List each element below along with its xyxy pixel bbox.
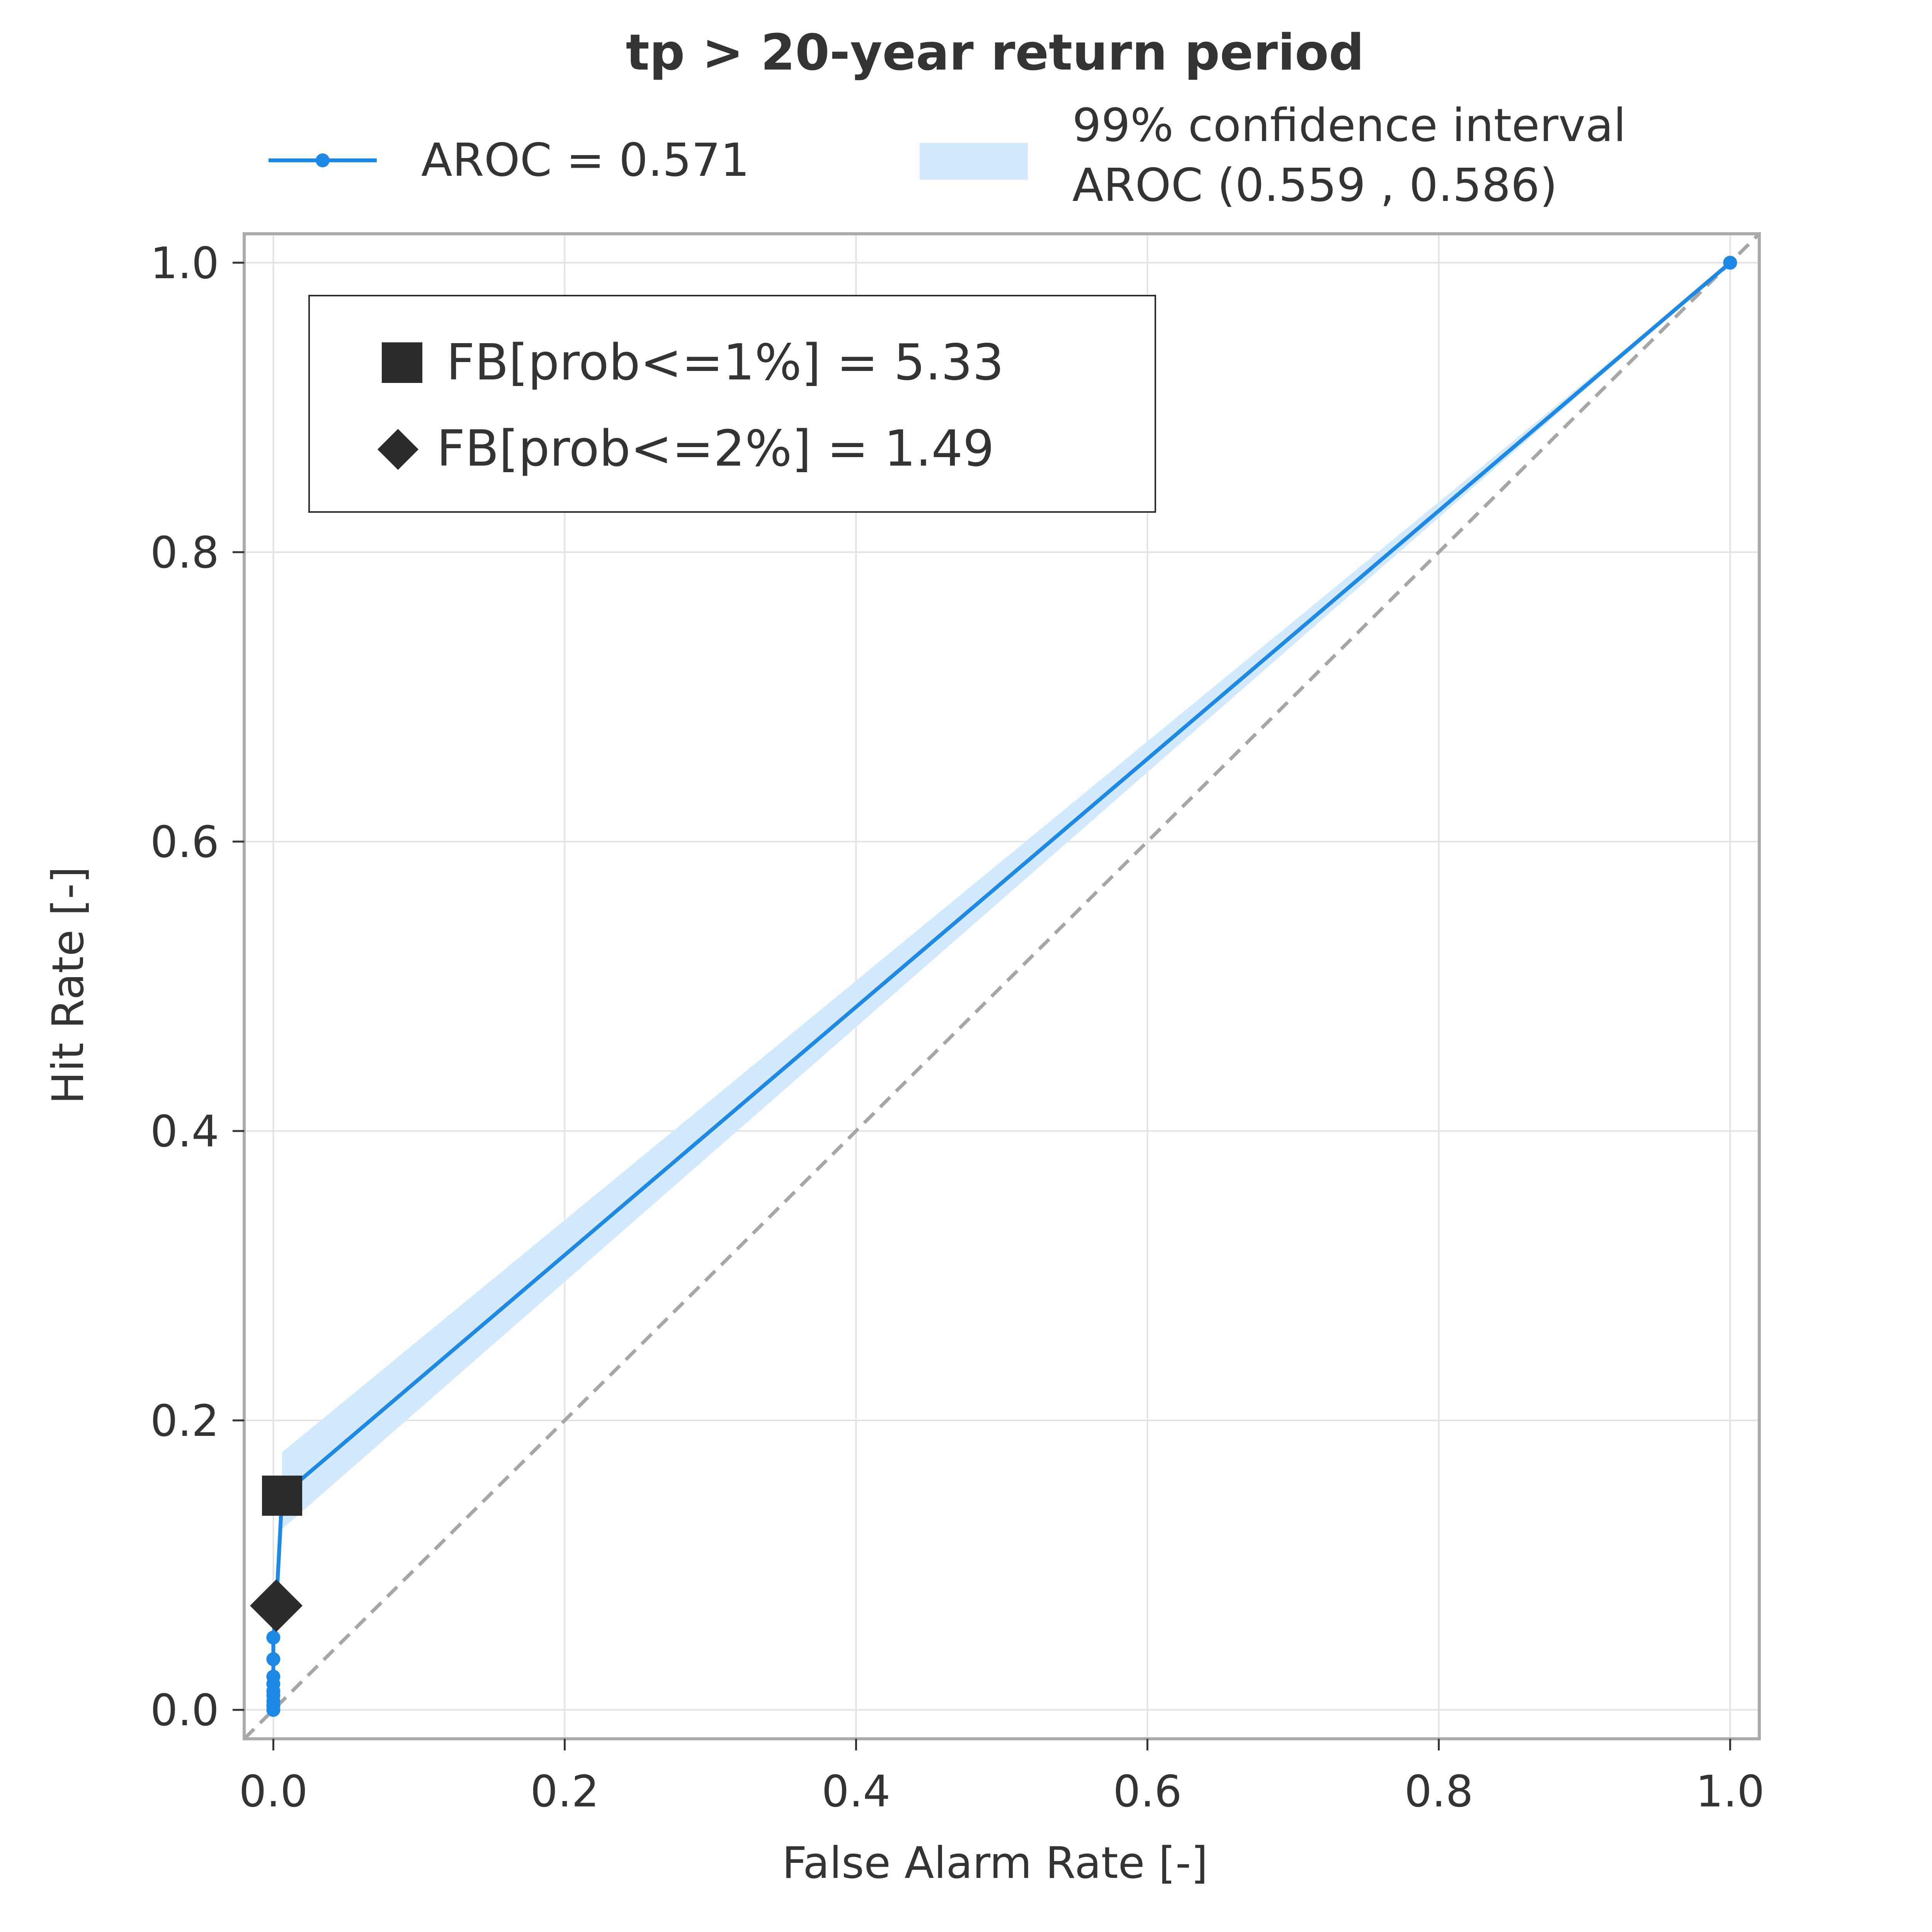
roc-point (266, 1630, 281, 1645)
fb-diamond-marker (250, 1579, 303, 1632)
legend-band-label-line2: AROC (0.559 , 0.586) (1072, 158, 1558, 212)
x-tick-label: 0.6 (1113, 1767, 1182, 1817)
y-axis-label: Hit Rate [-] (43, 866, 94, 1104)
plot-frame (243, 232, 1761, 1740)
marker-legend: FB[prob<=1%] = 5.33 FB[prob<=2%] = 1.49 (308, 295, 1156, 513)
marker-legend-box (308, 295, 1156, 513)
y-tick-label: 0.4 (150, 1107, 219, 1157)
marker-legend-label-1: FB[prob<=1%] = 5.33 (446, 334, 1004, 391)
x-tick-label: 0.4 (821, 1767, 890, 1817)
x-tick-label: 1.0 (1696, 1767, 1765, 1817)
roc-point (266, 1652, 281, 1667)
y-tick-label: 0.6 (150, 817, 219, 867)
fb-square-marker (262, 1475, 303, 1516)
legend-band-label-line1: 99% confidence interval (1072, 99, 1626, 152)
roc-point (266, 1669, 281, 1684)
diamond-marker-icon (378, 429, 418, 470)
legend-line-dot (316, 153, 330, 167)
chart-title: tp > 20-year return period (626, 24, 1364, 82)
x-tick-label: 0.2 (530, 1767, 599, 1817)
fb-markers (250, 1475, 303, 1632)
top-legend: AROC = 0.571 99% confidence interval ARO… (269, 99, 1626, 212)
x-tick-label: 0.0 (239, 1767, 308, 1817)
legend-aroc-label: AROC = 0.571 (421, 133, 750, 187)
x-axis-label: False Alarm Rate [-] (782, 1838, 1208, 1888)
legend-band-swatch (920, 143, 1028, 180)
roc-point (1723, 255, 1737, 270)
marker-legend-label-2: FB[prob<=2%] = 1.49 (437, 420, 994, 478)
x-ticks: 0.0 0.2 0.4 0.6 0.8 1.0 (239, 1739, 1765, 1817)
y-tick-label: 0.0 (150, 1685, 219, 1736)
y-tick-label: 1.0 (150, 238, 219, 289)
reference-diagonal (243, 232, 1761, 1740)
y-tick-label: 0.8 (150, 528, 219, 578)
y-tick-label: 0.2 (150, 1396, 219, 1446)
square-marker-icon (382, 342, 422, 383)
x-tick-label: 0.8 (1404, 1767, 1473, 1817)
y-ticks: 0.0 0.2 0.4 0.6 0.8 1.0 (150, 238, 244, 1736)
